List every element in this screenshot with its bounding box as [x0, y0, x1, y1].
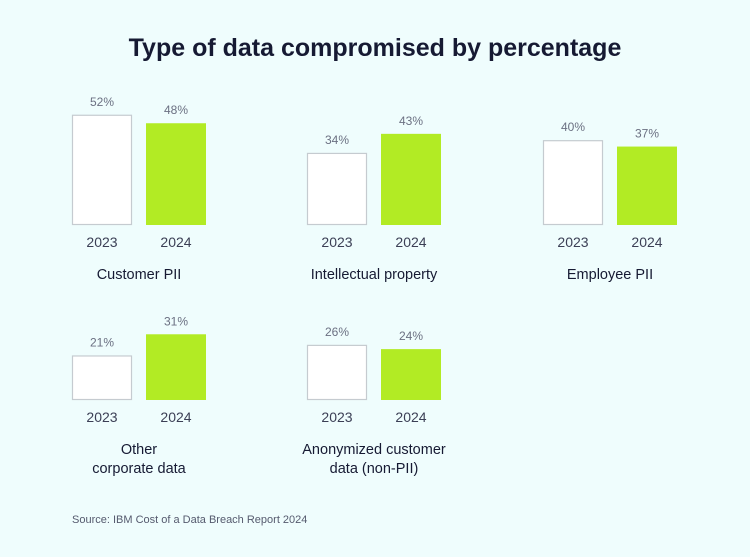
group-label: Customer PII [97, 267, 182, 283]
data-label: 48% [164, 103, 188, 117]
group-label: corporate data [92, 461, 186, 477]
x-tick-label: 2023 [321, 234, 352, 250]
bar-2024 [381, 349, 441, 400]
data-label: 52% [90, 95, 114, 109]
x-tick-label: 2023 [321, 409, 352, 425]
group-label: Intellectual property [311, 267, 438, 283]
data-label: 31% [164, 314, 188, 328]
data-label: 26% [325, 325, 349, 339]
x-tick-label: 2024 [160, 234, 191, 250]
data-label: 37% [635, 127, 659, 141]
x-tick-label: 2023 [86, 409, 117, 425]
group-label: Employee PII [567, 267, 653, 283]
data-label: 40% [561, 120, 585, 134]
bar-2023 [71, 355, 133, 401]
x-tick-label: 2024 [395, 234, 426, 250]
chart-title: Type of data compromised by percentage [128, 34, 622, 62]
data-label: 21% [90, 335, 114, 349]
x-tick-label: 2023 [557, 234, 588, 250]
group-label: Anonymized customer [302, 442, 446, 458]
bar-2023 [71, 114, 133, 226]
data-label: 34% [325, 133, 349, 147]
bar-2023 [306, 344, 368, 401]
group-label: data (non-PII) [330, 461, 419, 477]
bar-2024 [146, 334, 206, 400]
data-label: 43% [399, 114, 423, 128]
bar-2023 [306, 152, 368, 226]
source-note: Source: IBM Cost of a Data Breach Report… [72, 514, 308, 526]
x-tick-label: 2024 [395, 409, 426, 425]
bar-2023 [542, 140, 604, 226]
x-tick-label: 2024 [631, 234, 662, 250]
bar-2024 [381, 133, 441, 225]
bar-2024 [617, 146, 677, 225]
x-tick-label: 2023 [86, 234, 117, 250]
data-label: 24% [399, 329, 423, 343]
bar-2024 [146, 123, 206, 225]
group-label: Other [121, 442, 157, 458]
x-tick-label: 2024 [160, 409, 191, 425]
